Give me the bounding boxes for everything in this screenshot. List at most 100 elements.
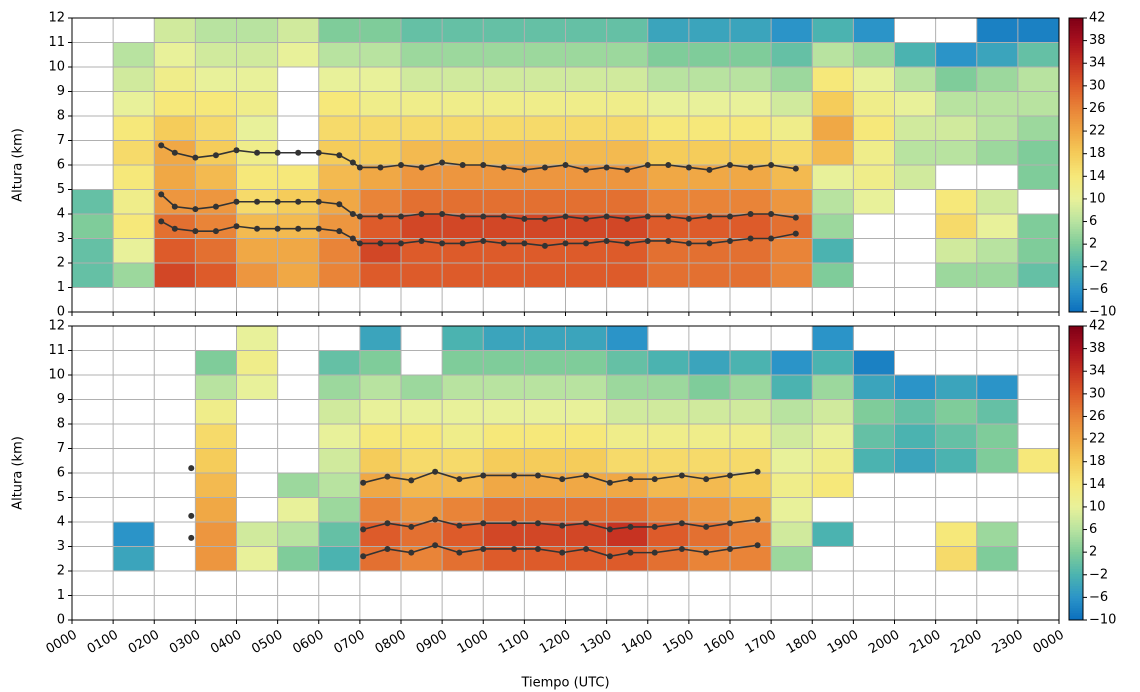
heatmap-cell [730, 214, 772, 239]
heatmap-cell [360, 498, 402, 523]
profile-point [460, 162, 466, 168]
heatmap-cell [319, 263, 361, 288]
heatmap-cell [401, 424, 443, 449]
heatmap-cell [483, 375, 525, 400]
y-tick-label: 6 [57, 466, 65, 481]
colorbar-tick-label: 26 [1089, 101, 1106, 116]
heatmap-cell [730, 43, 772, 68]
heatmap-cell [483, 92, 525, 117]
heatmap-cell [442, 449, 484, 474]
heatmap-cell [730, 547, 772, 572]
heatmap-cell [936, 92, 978, 117]
profile-point [316, 226, 322, 232]
heatmap-cell [812, 43, 854, 68]
colorbar-tick-label: 14 [1089, 169, 1106, 184]
colorbar-tick-label: 38 [1089, 33, 1106, 48]
heatmap-cell [771, 498, 813, 523]
profile-point [727, 472, 733, 478]
colorbar-tick-label: 34 [1089, 56, 1106, 71]
heatmap-cell [442, 67, 484, 92]
heatmap-cell [689, 141, 731, 166]
profile-point [480, 238, 486, 244]
heatmap-cell [771, 263, 813, 288]
profile-point [627, 550, 633, 556]
y-tick-label: 3 [57, 539, 65, 554]
heatmap-cell [566, 18, 608, 43]
heatmap-cell [360, 449, 402, 474]
heatmap-cell [319, 92, 361, 117]
profile-point [583, 472, 589, 478]
heatmap-cell [442, 141, 484, 166]
profile-point [686, 216, 692, 222]
y-axis-label: Altura (km) [11, 436, 26, 510]
profile-point [501, 240, 507, 246]
heatmap-cell [812, 522, 854, 547]
profile-point [501, 213, 507, 219]
heatmap-cell [442, 190, 484, 215]
heatmap-cell [730, 141, 772, 166]
profile-point [254, 150, 260, 156]
y-tick-label: 9 [57, 392, 65, 407]
heatmap-cell [442, 18, 484, 43]
colorbar-tick-label: −6 [1089, 282, 1108, 297]
heatmap-cell [607, 400, 649, 425]
heatmap-cell [113, 43, 155, 68]
heatmap-cell [442, 498, 484, 523]
x-tick-label: 2100 [907, 628, 943, 658]
heatmap-cell [936, 239, 978, 264]
heatmap-cell [278, 239, 320, 264]
heatmap-cell [812, 326, 854, 351]
x-tick-label: 0900 [414, 628, 450, 658]
y-tick-label: 0 [57, 305, 65, 320]
heatmap-cell [566, 424, 608, 449]
heatmap-cell [936, 263, 978, 288]
heatmap-cell [812, 400, 854, 425]
heatmap-cell [401, 116, 443, 141]
profile-point [336, 201, 342, 207]
profile-point [234, 223, 240, 229]
heatmap-cell [113, 239, 155, 264]
heatmap-cell [895, 424, 937, 449]
heatmap-cell [648, 190, 690, 215]
profile-point [703, 550, 709, 556]
heatmap-cell [771, 375, 813, 400]
heatmap-cell [730, 67, 772, 92]
heatmap-cell [730, 473, 772, 498]
heatmap-cell [648, 18, 690, 43]
profile-point [460, 213, 466, 219]
heatmap-cell [237, 239, 279, 264]
profile-point [727, 213, 733, 219]
profile-point [439, 211, 445, 217]
heatmap-cell [401, 67, 443, 92]
heatmap-cell [360, 141, 402, 166]
profile-point [408, 477, 414, 483]
profile-point [624, 167, 630, 173]
heatmap-cell [524, 375, 566, 400]
profile-point [480, 213, 486, 219]
heatmap-cell [278, 43, 320, 68]
profile-point [652, 550, 658, 556]
heatmap-cell [730, 92, 772, 117]
profile-point [295, 226, 301, 232]
profile-point [627, 476, 633, 482]
heatmap-cell [812, 165, 854, 190]
heatmap-cell [483, 522, 525, 547]
heatmap-cell [771, 141, 813, 166]
colorbar-tick-label: −6 [1089, 590, 1108, 605]
colorbar-tick-label: −10 [1089, 305, 1116, 320]
heatmap-cell [566, 67, 608, 92]
profile-point [501, 164, 507, 170]
profile-point [188, 535, 194, 541]
y-tick-label: 1 [57, 588, 65, 603]
heatmap-cell [360, 190, 402, 215]
heatmap-cell [648, 263, 690, 288]
heatmap-cell [977, 375, 1019, 400]
profile-point [188, 513, 194, 519]
colorbar-tick-label: 6 [1089, 214, 1097, 229]
profile-point [604, 213, 610, 219]
heatmap-cell [360, 424, 402, 449]
profile-point [624, 240, 630, 246]
heatmap-cell [1018, 141, 1060, 166]
profile-point [511, 520, 517, 526]
heatmap-cell [895, 449, 937, 474]
